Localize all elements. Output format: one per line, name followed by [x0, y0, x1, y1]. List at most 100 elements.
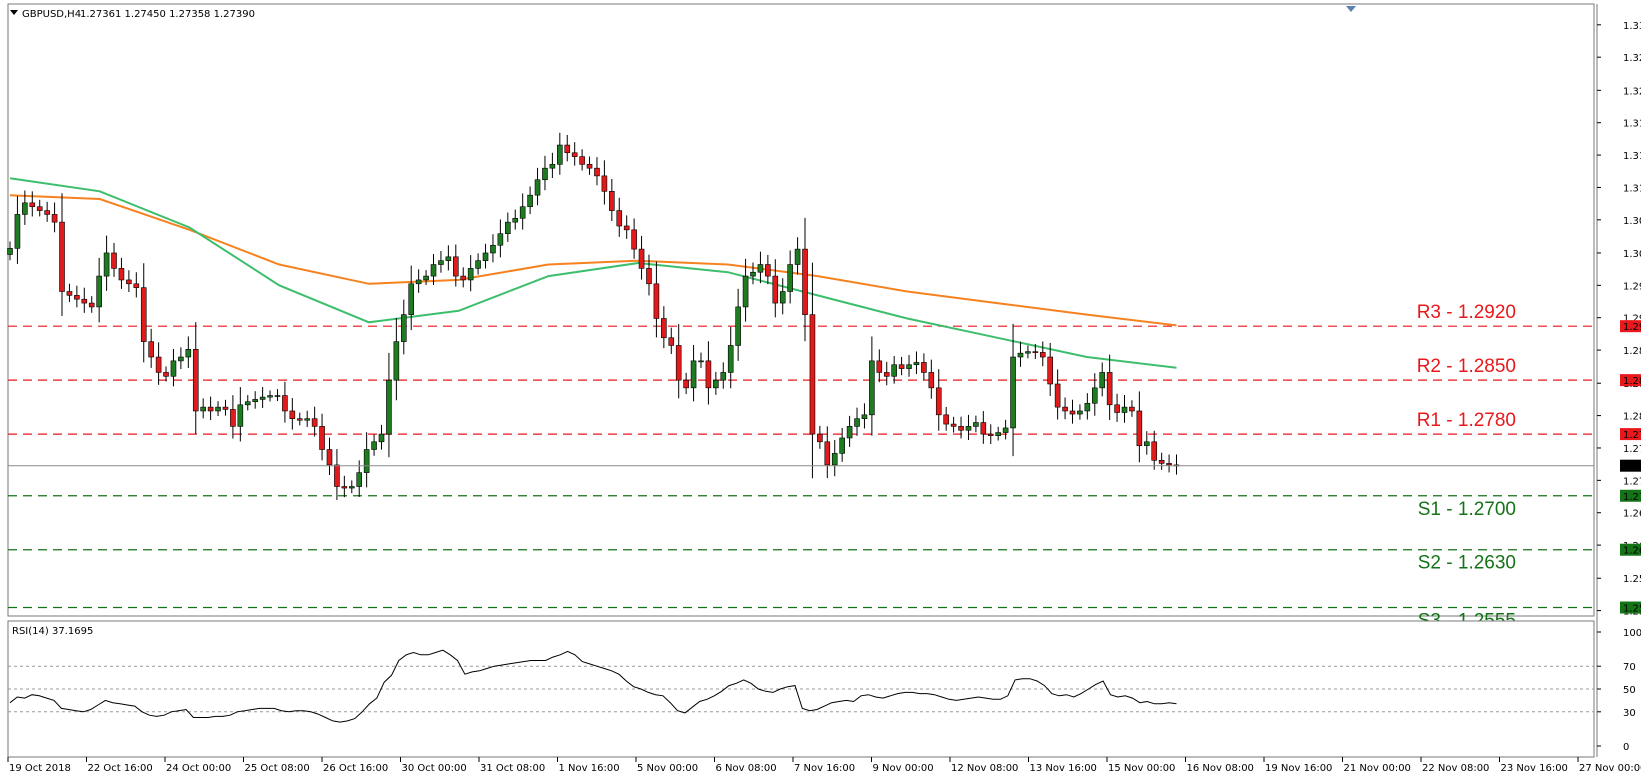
candle-bullish	[103, 252, 110, 277]
chart-shift-marker[interactable]	[1346, 6, 1356, 12]
candle-bearish	[1166, 463, 1172, 466]
y-tick-label: 1.25930	[1623, 574, 1641, 585]
y-tick-label: 1.26780	[1623, 509, 1641, 520]
candle-bullish	[467, 268, 474, 281]
symbol-dropdown-icon[interactable]	[10, 10, 18, 15]
candle-bullish	[690, 360, 697, 389]
candle-bullish	[757, 264, 764, 273]
x-tick-label: 31 Oct 08:00	[480, 763, 545, 774]
candle-bearish	[943, 414, 949, 425]
candle-bearish	[1151, 441, 1158, 461]
candle-bullish	[96, 275, 102, 308]
moving-average-line-2	[9, 177, 1177, 369]
candle-bullish	[252, 399, 258, 403]
level-label: S1 - 1.2700	[1418, 499, 1516, 520]
candle-bearish	[207, 406, 214, 412]
candle-bearish	[126, 279, 132, 285]
candle-bearish	[928, 372, 935, 389]
candle-bullish	[237, 404, 244, 427]
candle-bullish	[386, 379, 392, 435]
candle-bullish	[906, 364, 912, 369]
y-tick-label: 1.30580	[1623, 216, 1641, 227]
candle-bearish	[51, 214, 58, 223]
x-tick-label: 21 Nov 00:00	[1344, 763, 1411, 774]
candle-bullish	[713, 379, 719, 389]
level-price-tag-text: 1.28500	[1623, 376, 1641, 387]
x-tick-label: 23 Nov 16:00	[1501, 763, 1568, 774]
candle-bullish	[178, 356, 184, 362]
candle-bullish	[779, 291, 786, 304]
candle-bullish	[512, 217, 519, 223]
level-price-tag	[1620, 601, 1641, 614]
level-price-tag-text: 1.25550	[1623, 604, 1641, 615]
candle-bearish	[1069, 410, 1076, 415]
candle-bearish	[155, 356, 162, 373]
candle-bearish	[1039, 352, 1046, 358]
candle-bearish	[311, 418, 318, 427]
candle-bullish	[995, 432, 1001, 436]
y-tick-label: 1.30150	[1623, 249, 1641, 260]
x-tick-label: 1 Nov 16:00	[559, 763, 620, 774]
candle-bearish	[118, 268, 125, 281]
candle-bearish	[59, 221, 65, 292]
level-label: R1 - 1.2780	[1417, 410, 1516, 431]
candle-bearish	[601, 175, 608, 192]
candle-bearish	[609, 190, 615, 211]
candle-bullish	[742, 275, 749, 308]
x-tick-label: 30 Oct 00:00	[402, 763, 467, 774]
y-tick-label: 1.28890	[1623, 346, 1641, 357]
y-tick-label: 1.32690	[1623, 53, 1641, 64]
level-price-tag	[1620, 428, 1641, 441]
candle-bullish	[267, 395, 273, 398]
candle-bullish	[1084, 402, 1091, 412]
candle-bearish	[88, 302, 95, 308]
candle-bearish	[987, 433, 994, 436]
candle-bullish	[519, 206, 526, 219]
candle-bearish	[675, 345, 682, 381]
current-price-tag	[1620, 459, 1641, 472]
y-tick-label: 1.33110	[1623, 21, 1641, 32]
candle-bearish	[594, 167, 600, 177]
y-tick-label: 1.28040	[1623, 412, 1641, 423]
y-tick-label: 1.31000	[1623, 183, 1641, 194]
candle-bearish	[631, 229, 637, 250]
candle-bearish	[802, 248, 808, 315]
candle-bullish	[304, 418, 311, 421]
x-tick-label: 12 Nov 08:00	[951, 763, 1018, 774]
candle-bearish	[111, 252, 117, 269]
candle-bearish	[883, 372, 890, 377]
candle-bullish	[549, 164, 556, 169]
candle-bearish	[326, 449, 333, 466]
level-label: R3 - 1.2920	[1417, 302, 1516, 323]
candle-bearish	[817, 433, 823, 443]
candle-bullish	[400, 314, 407, 342]
candle-bullish	[794, 248, 801, 265]
candle-bullish	[1121, 406, 1128, 413]
candle-bearish	[571, 152, 578, 157]
candle-bearish	[935, 387, 942, 416]
candle-bullish	[1099, 372, 1106, 389]
candle-bullish	[1077, 410, 1083, 415]
rsi-y-tick-label: 70	[1623, 662, 1636, 673]
current-price-tag-text: 1.27390	[1623, 462, 1641, 473]
candle-bullish	[913, 362, 920, 366]
x-tick-label: 25 Oct 08:00	[245, 763, 310, 774]
symbol-timeframe: GBPUSD,H4	[22, 9, 81, 20]
candle-bearish	[668, 337, 675, 346]
candle-bullish	[482, 252, 489, 261]
y-tick-label: 1.31840	[1623, 119, 1641, 130]
y-tick-label: 1.31420	[1623, 151, 1641, 162]
candle-bearish	[705, 360, 712, 389]
candle-bullish	[22, 202, 28, 215]
candle-bearish	[36, 206, 43, 211]
level-price-tag	[1620, 320, 1641, 333]
candle-bullish	[735, 306, 741, 346]
candle-bullish	[415, 279, 422, 285]
candle-bearish	[1136, 410, 1143, 446]
candle-bullish	[965, 426, 972, 431]
candle-bullish	[854, 418, 860, 427]
candle-bullish	[1017, 352, 1024, 358]
candle-bearish	[646, 268, 652, 285]
candle-bearish	[133, 283, 140, 288]
candle-bearish	[653, 283, 660, 319]
